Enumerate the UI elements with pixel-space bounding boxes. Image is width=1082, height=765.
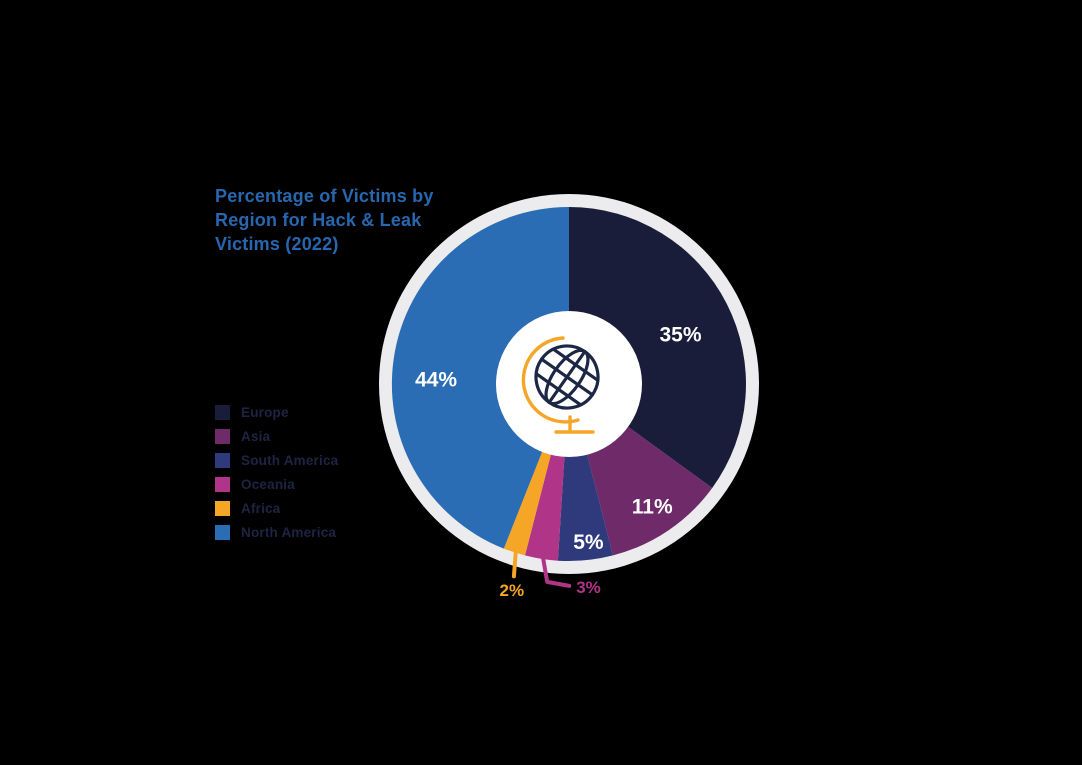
legend-item-africa: Africa	[215, 501, 338, 516]
chart-title: Percentage of Victims by Region for Hack…	[215, 184, 465, 256]
pie-slice-north-america	[391, 206, 569, 549]
slice-value-europe: 35%	[659, 323, 701, 346]
globe-icon	[521, 336, 600, 434]
donut-hole	[496, 311, 642, 457]
legend-label: North America	[241, 525, 337, 540]
globe-stand-arc	[521, 336, 580, 424]
legend-label: South America	[241, 453, 339, 468]
legend-item-south-america: South America	[215, 453, 338, 468]
slice-value-oceania: 3%	[576, 578, 601, 597]
legend-swatch	[215, 453, 230, 468]
legend: Europe Asia South America Oceania Africa Nort…	[215, 405, 338, 549]
legend-swatch	[215, 429, 230, 444]
pie-slice-europe	[569, 207, 746, 488]
legend-item-oceania: Oceania	[215, 477, 338, 492]
chart-title-line: Region for Hack & Leak	[215, 210, 422, 230]
slice-value-north-america: 44%	[415, 368, 457, 391]
globe-sphere	[534, 344, 600, 410]
chart-title-line: Percentage of Victims by	[215, 186, 434, 206]
legend-label: Oceania	[241, 477, 295, 492]
slice-value-asia: 11%	[632, 495, 673, 518]
callout-line-oceania	[540, 550, 572, 588]
chart-title-line: Victims (2022)	[215, 234, 339, 254]
legend-swatch	[215, 477, 230, 492]
legend-swatch	[215, 405, 230, 420]
legend-label: Asia	[241, 429, 271, 444]
callout-line-africa	[511, 544, 519, 579]
legend-item-europe: Europe	[215, 405, 338, 420]
legend-item-north-america: North America	[215, 525, 338, 540]
legend-swatch	[215, 501, 230, 516]
legend-label: Africa	[241, 501, 281, 516]
slice-value-africa: 2%	[500, 581, 525, 600]
slice-value-south-america: 5%	[573, 531, 604, 554]
legend-swatch	[215, 525, 230, 540]
legend-label: Europe	[241, 405, 289, 420]
legend-item-asia: Asia	[215, 429, 338, 444]
